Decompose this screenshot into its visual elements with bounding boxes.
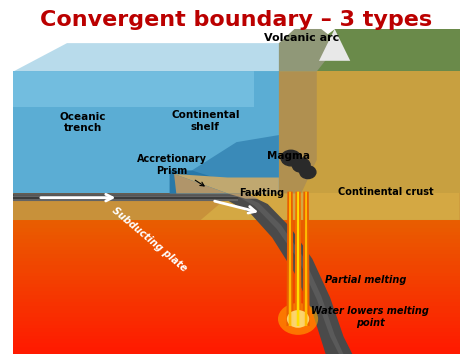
Polygon shape — [13, 265, 460, 269]
Polygon shape — [13, 193, 343, 354]
Polygon shape — [201, 142, 460, 220]
Text: Accretionary
Prism: Accretionary Prism — [137, 154, 207, 186]
Polygon shape — [13, 310, 460, 313]
Polygon shape — [13, 243, 460, 247]
Polygon shape — [279, 29, 339, 71]
Polygon shape — [13, 209, 460, 213]
Polygon shape — [13, 302, 460, 306]
Polygon shape — [13, 339, 460, 343]
Polygon shape — [174, 174, 259, 199]
Polygon shape — [297, 192, 299, 326]
Polygon shape — [13, 258, 460, 262]
Polygon shape — [279, 71, 317, 193]
Polygon shape — [13, 276, 460, 280]
Circle shape — [300, 166, 316, 179]
Polygon shape — [13, 351, 460, 354]
Text: Water lowers melting
point: Water lowers melting point — [311, 306, 429, 328]
Polygon shape — [13, 313, 460, 317]
Polygon shape — [13, 193, 352, 354]
Polygon shape — [13, 206, 460, 209]
Polygon shape — [13, 239, 460, 243]
Polygon shape — [13, 284, 460, 288]
Polygon shape — [13, 273, 460, 276]
Polygon shape — [13, 336, 460, 339]
Polygon shape — [13, 235, 460, 239]
Polygon shape — [13, 224, 460, 228]
Polygon shape — [319, 29, 350, 61]
Polygon shape — [13, 232, 460, 235]
Polygon shape — [279, 29, 460, 71]
Polygon shape — [13, 306, 460, 310]
Polygon shape — [13, 250, 460, 254]
Polygon shape — [13, 321, 460, 324]
Polygon shape — [13, 217, 460, 221]
Polygon shape — [170, 170, 245, 193]
Polygon shape — [174, 174, 279, 193]
Polygon shape — [289, 192, 291, 326]
Polygon shape — [13, 247, 460, 250]
Text: Volcanic arc: Volcanic arc — [263, 33, 339, 43]
Text: Partial melting: Partial melting — [325, 275, 407, 285]
Polygon shape — [13, 269, 460, 273]
Polygon shape — [13, 343, 460, 347]
Circle shape — [281, 150, 301, 166]
Polygon shape — [13, 324, 460, 328]
Polygon shape — [303, 192, 310, 326]
Polygon shape — [13, 317, 460, 321]
Text: Oceanic
trench: Oceanic trench — [59, 112, 106, 133]
Polygon shape — [13, 228, 460, 232]
Polygon shape — [279, 71, 460, 193]
Text: Continental crust: Continental crust — [338, 187, 434, 197]
Text: Subducting plate: Subducting plate — [110, 205, 189, 274]
Polygon shape — [13, 221, 460, 224]
Polygon shape — [13, 43, 334, 71]
Text: Continental
shelf: Continental shelf — [171, 110, 239, 132]
Polygon shape — [13, 295, 460, 299]
Polygon shape — [287, 192, 294, 326]
Polygon shape — [13, 160, 460, 220]
Polygon shape — [13, 288, 460, 291]
Circle shape — [278, 303, 318, 335]
Polygon shape — [295, 192, 302, 326]
Polygon shape — [13, 213, 460, 217]
Polygon shape — [13, 71, 254, 107]
Circle shape — [292, 158, 310, 172]
Polygon shape — [13, 291, 460, 295]
Polygon shape — [13, 254, 460, 258]
Polygon shape — [13, 328, 460, 332]
Polygon shape — [13, 332, 460, 336]
Polygon shape — [170, 135, 279, 193]
Polygon shape — [13, 299, 460, 302]
Circle shape — [287, 310, 309, 328]
Polygon shape — [13, 280, 460, 284]
Polygon shape — [13, 71, 279, 193]
Polygon shape — [13, 347, 460, 351]
Text: Faulting: Faulting — [239, 189, 284, 198]
Text: Magma: Magma — [267, 151, 310, 161]
Text: Convergent boundary – 3 types: Convergent boundary – 3 types — [40, 10, 433, 29]
Polygon shape — [13, 262, 460, 265]
Polygon shape — [305, 192, 307, 326]
